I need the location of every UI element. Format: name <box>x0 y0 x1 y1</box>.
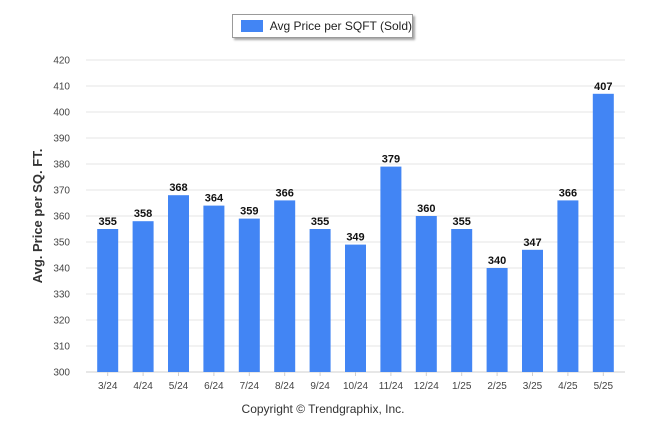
copyright-footer: Copyright © Trendgraphix, Inc. <box>241 402 405 416</box>
x-tick-label: 6/24 <box>204 381 224 392</box>
data-label: 368 <box>169 182 187 194</box>
y-tick-label: 370 <box>53 186 70 197</box>
data-label: 407 <box>594 81 612 93</box>
legend: Avg Price per SQFT (Sold) <box>232 14 413 38</box>
data-label: 355 <box>453 216 471 228</box>
y-tick-label: 390 <box>53 134 70 145</box>
x-tick-label: 11/24 <box>379 381 404 392</box>
bar <box>415 216 437 372</box>
data-label: 366 <box>559 187 577 199</box>
x-tick-label: 9/24 <box>310 381 330 392</box>
bar <box>451 229 473 372</box>
y-tick-label: 330 <box>53 290 70 301</box>
data-label: 355 <box>311 216 329 228</box>
bar <box>522 249 543 372</box>
bar <box>132 221 154 372</box>
y-tick-label: 380 <box>53 160 70 171</box>
bar <box>345 244 366 372</box>
x-tick-label: 3/24 <box>98 381 118 392</box>
y-tick-label: 320 <box>53 316 70 327</box>
bar <box>168 195 189 372</box>
y-axis-title: Avg. Price per SQ. FT. <box>30 149 45 284</box>
data-label: 359 <box>240 206 258 218</box>
x-tick-label: 2/25 <box>487 381 507 392</box>
x-tick-label: 10/24 <box>343 381 368 392</box>
x-tick-label: 12/24 <box>414 381 439 392</box>
x-tick-label: 7/24 <box>240 381 260 392</box>
x-tick-label: 3/25 <box>523 381 543 392</box>
x-tick-label: 4/24 <box>133 381 153 392</box>
y-tick-label: 300 <box>53 368 70 379</box>
y-tick-label: 360 <box>53 212 70 223</box>
bar <box>380 166 402 372</box>
legend-swatch <box>241 20 263 32</box>
bar <box>238 218 260 372</box>
x-tick-label: 5/25 <box>594 381 614 392</box>
y-tick-label: 340 <box>53 264 70 275</box>
data-label: 364 <box>205 193 224 205</box>
bar <box>97 229 119 372</box>
data-label: 340 <box>488 255 506 267</box>
y-tick-label: 350 <box>53 238 70 249</box>
data-label: 349 <box>346 232 364 244</box>
data-label: 366 <box>276 187 294 199</box>
data-label: 379 <box>382 154 400 166</box>
bar <box>486 268 508 372</box>
y-tick-label: 400 <box>53 108 70 119</box>
data-label: 360 <box>417 203 435 215</box>
x-tick-label: 5/24 <box>169 381 189 392</box>
bar <box>274 200 296 372</box>
data-label: 358 <box>134 208 152 220</box>
x-tick-label: 1/25 <box>452 381 472 392</box>
x-tick-label: 4/25 <box>558 381 578 392</box>
y-tick-label: 310 <box>53 342 70 353</box>
data-label: 355 <box>99 216 117 228</box>
data-label: 347 <box>523 237 541 249</box>
legend-label: Avg Price per SQFT (Sold) <box>269 19 412 33</box>
x-tick-label: 8/24 <box>275 381 295 392</box>
bar <box>203 205 225 372</box>
bar <box>309 229 331 372</box>
bar <box>557 200 579 372</box>
y-tick-label: 410 <box>53 82 70 93</box>
bar <box>592 93 614 373</box>
y-tick-label: 420 <box>53 56 70 67</box>
